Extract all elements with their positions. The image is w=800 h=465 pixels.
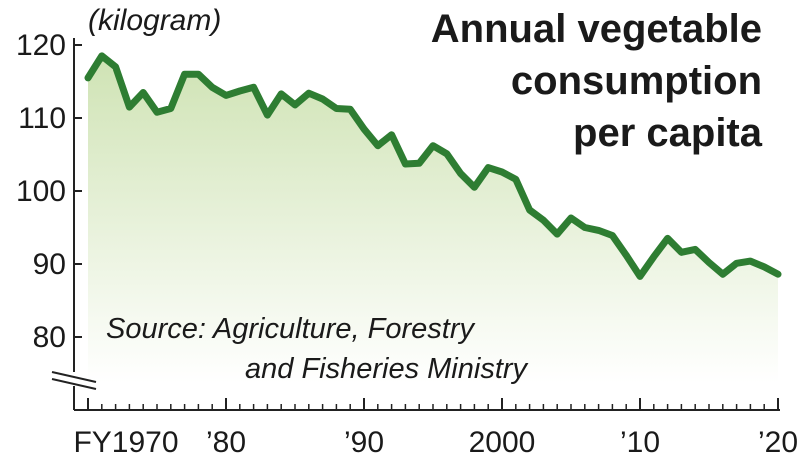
chart-title-line-2: consumption xyxy=(511,59,762,103)
source-note-line-1: Source: Agriculture, Forestry xyxy=(106,313,475,345)
y-tick-label: 90 xyxy=(33,248,66,281)
x-tick-label: 2000 xyxy=(469,426,536,459)
y-tick-label: 100 xyxy=(16,175,66,208)
y-tick-label: 110 xyxy=(18,102,66,135)
y-axis-break-mark xyxy=(51,371,97,383)
source-note-line-2: and Fisheries Ministry xyxy=(245,353,529,385)
chart-title-line-3: per capita xyxy=(573,111,763,155)
series-line xyxy=(84,52,782,280)
chart-title-line-1: Annual vegetable xyxy=(431,7,762,51)
y-unit-label: (kilogram) xyxy=(88,4,221,37)
x-tick-label: FY1970 xyxy=(73,426,178,459)
x-tick-label: ’80 xyxy=(206,426,246,459)
y-tick-label: 80 xyxy=(33,321,66,354)
x-tick-label: ’20 xyxy=(758,426,798,459)
plot-area: 80 90 100 110 120 FY1970 ’80 ’90 2000 ’10 ’20 xyxy=(16,29,798,459)
area-fill xyxy=(88,55,778,384)
y-tick-label: 120 xyxy=(16,29,66,62)
y-axis-break-mark xyxy=(51,378,97,390)
x-tick-label: ’90 xyxy=(344,426,384,459)
x-tick-label: ’10 xyxy=(620,426,660,459)
